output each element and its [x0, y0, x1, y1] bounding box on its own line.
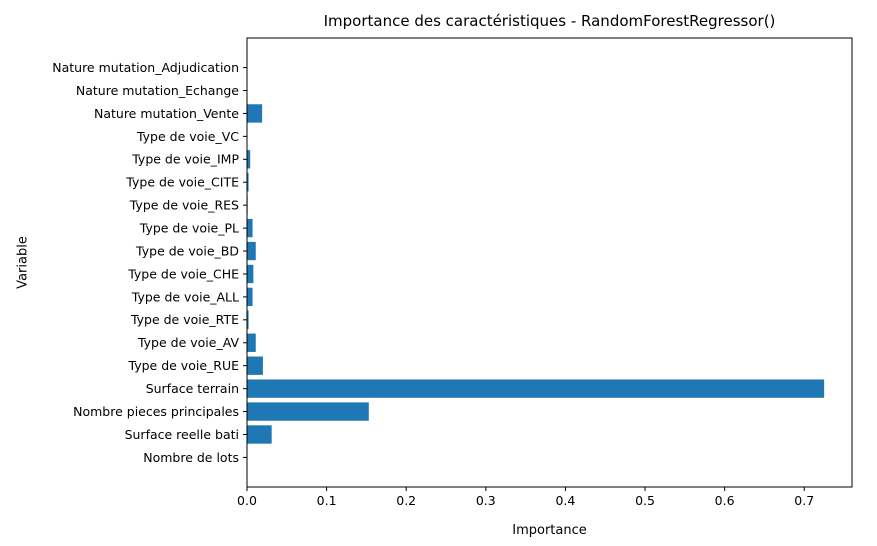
y-tick-label: Nature mutation_Vente — [94, 106, 239, 121]
y-tick-label: Nombre de lots — [143, 450, 239, 465]
y-tick-label: Nombre pieces principales — [73, 404, 239, 419]
y-tick-label: Type de voie_VC — [136, 129, 239, 144]
bar-surface-reelle-bati — [247, 425, 272, 444]
bar-type-de-voie-all — [247, 287, 253, 307]
x-tick-label: 0.3 — [476, 493, 496, 508]
y-tick-label: Type de voie_CHE — [127, 266, 239, 281]
y-tick-label: Type de voie_PL — [139, 220, 239, 235]
y-ticks-group: Nombre de lots Surface reelle bati Nombre … — [52, 60, 247, 465]
x-tick-label: 0.1 — [317, 493, 337, 508]
y-tick-label: Type de voie_IMP — [131, 152, 239, 167]
x-tick-label: 0.4 — [555, 493, 575, 508]
bar-nombre-pieces-principales — [247, 402, 369, 421]
y-tick-label: Nature mutation_Echange — [76, 83, 239, 98]
x-axis-title: Importance — [512, 523, 587, 538]
bar-type-de-voie-che — [247, 264, 254, 284]
y-tick-label: Type de voie_RES — [129, 198, 239, 213]
y-tick-label: Type de voie_AV — [137, 335, 239, 350]
x-tick-label: 0.0 — [237, 493, 257, 508]
x-ticks-group: 0.0 0.1 0.2 0.3 0.4 0.5 0.6 0.7 — [237, 487, 814, 508]
y-tick-label: Type de voie_CITE — [125, 175, 239, 190]
x-tick-label: 0.7 — [794, 493, 814, 508]
y-tick-label: Surface terrain — [146, 381, 239, 396]
bar-type-de-voie-imp — [247, 150, 251, 169]
bar-type-de-voie-rue — [247, 356, 263, 375]
y-tick-label: Type de voie_ALL — [131, 289, 239, 304]
x-tick-label: 0.6 — [715, 493, 735, 508]
x-tick-label: 0.5 — [635, 493, 655, 508]
plot-frame — [246, 37, 853, 488]
y-tick-label: Type de voie_RUE — [128, 358, 240, 373]
x-tick-label: 0.2 — [396, 493, 416, 508]
y-tick-label: Nature mutation_Adjudication — [52, 60, 239, 75]
chart-title: Importance des caractéristiques - Random… — [324, 12, 776, 30]
bar-surface-terrain — [247, 379, 825, 398]
bar-type-de-voie-rte — [247, 310, 249, 330]
bars-group — [247, 58, 825, 467]
y-tick-label: Type de voie_RTE — [130, 312, 239, 327]
y-tick-label: Type de voie_BD — [135, 243, 239, 258]
bar-type-de-voie-cite — [247, 173, 249, 192]
bar-type-de-voie-av — [247, 333, 256, 352]
y-axis-title: Variable — [16, 236, 31, 289]
y-tick-label: Surface reelle bati — [125, 427, 239, 442]
bar-nature-mutation-vente — [247, 104, 263, 123]
bar-type-de-voie-bd — [247, 241, 256, 261]
bar-type-de-voie-pl — [247, 218, 253, 238]
